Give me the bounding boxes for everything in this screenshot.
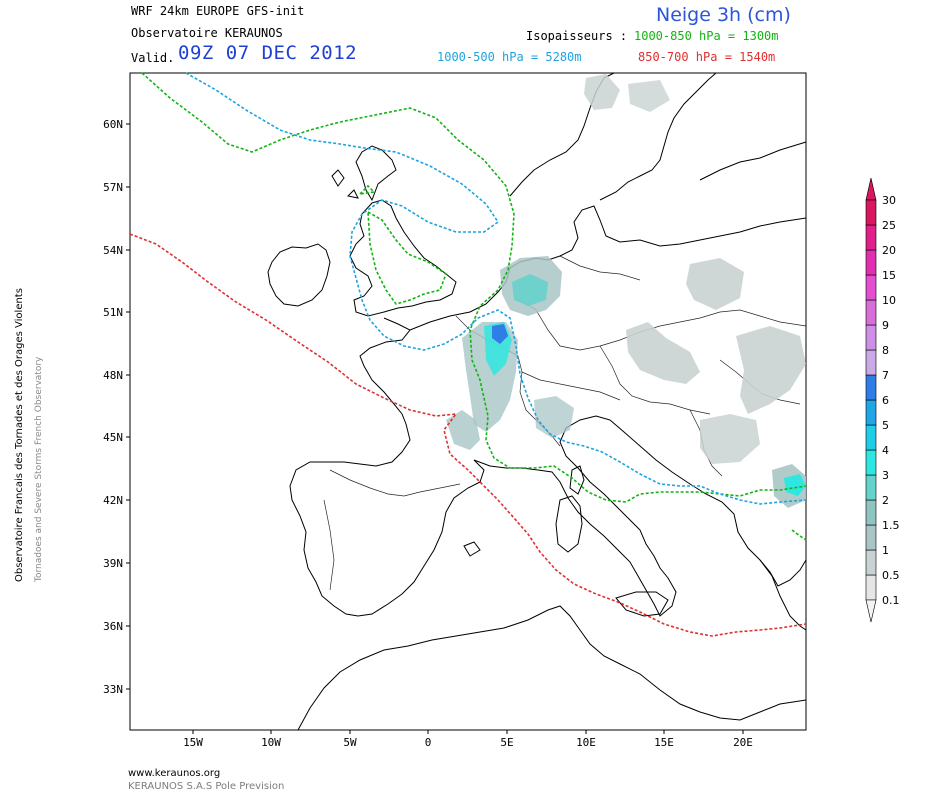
legend-level-label: 7	[882, 369, 889, 382]
isopaisseurs-label: Isopaisseurs :	[526, 29, 628, 43]
isoline-1000-850-label: 1000-850 hPa = 1300m	[634, 29, 779, 43]
legend-color-box	[865, 524, 877, 551]
isoline-1000-500-label: 1000-500 hPa = 5280m	[437, 50, 582, 64]
legend-color-box	[865, 349, 877, 376]
legend-level-label: 5	[882, 419, 889, 432]
legend-level-label: 4	[882, 444, 889, 457]
map-frame	[129, 72, 807, 731]
legend-level-label: 8	[882, 344, 889, 357]
isoline-850-700-label: 850-700 hPa = 1540m	[638, 50, 776, 64]
legend-color-box	[865, 399, 877, 426]
legend-color-box	[865, 274, 877, 301]
legend-color-box	[865, 249, 877, 276]
legend-color-box	[865, 199, 877, 226]
lat-label: 36N	[103, 620, 123, 633]
legend-color-box	[865, 324, 877, 351]
footer-company: KERAUNOS S.A.S Pole Prevision	[128, 781, 285, 792]
legend-level-label: 6	[882, 394, 889, 407]
legend-level-label: 3	[882, 469, 889, 482]
snow-shading-layer	[446, 74, 806, 508]
lat-label: 48N	[103, 369, 123, 382]
legend-color-box	[865, 224, 877, 251]
legend-arrow-top	[865, 177, 877, 201]
border-layer	[323, 255, 807, 591]
legend-level-label: 0.1	[882, 594, 900, 607]
valid-label: Valid.	[131, 51, 175, 65]
legend-color-box	[865, 424, 877, 451]
legend-level-label: 15	[882, 269, 896, 282]
lat-label: 54N	[103, 244, 123, 257]
legend-color-box	[865, 449, 877, 476]
lat-label: 51N	[103, 306, 123, 319]
lon-label: 15E	[654, 736, 674, 749]
lon-label: 15W	[183, 736, 203, 749]
legend-arrow-bottom	[865, 599, 877, 623]
lat-label: 33N	[103, 683, 123, 696]
color-legend: 0.1 0.5 1 1.5 2 3 4 5 6 7 8 9 10 15 20 25 30	[865, 177, 900, 623]
lat-label: 60N	[103, 118, 123, 131]
lon-label: 5W	[343, 736, 357, 749]
legend-level-label: 1.5	[882, 519, 900, 532]
legend-level-label: 25	[882, 219, 896, 232]
lon-label: 10W	[261, 736, 281, 749]
lon-label: 20E	[733, 736, 753, 749]
longitude-axis: 15W 10W 5W 0 5E 10E 15E 20E	[183, 730, 753, 749]
legend-level-label: 30	[882, 194, 896, 207]
observatory-name: Observatoire KERAUNOS	[131, 26, 283, 40]
model-title: WRF 24km EUROPE GFS-init	[131, 4, 305, 18]
latitude-axis: 60N 57N 54N 51N 48N 45N 42N 39N 36N 33N	[103, 118, 130, 696]
legend-color-box	[865, 299, 877, 326]
legend-level-label: 0.5	[882, 569, 900, 582]
lat-label: 45N	[103, 431, 123, 444]
valid-time: 09Z 07 DEC 2012	[178, 42, 358, 64]
coastline-layer	[267, 72, 807, 731]
legend-color-box	[865, 549, 877, 576]
lon-label: 5E	[500, 736, 513, 749]
legend-level-label: 2	[882, 494, 889, 507]
legend-level-label: 1	[882, 544, 889, 557]
product-title: Neige 3h (cm)	[656, 4, 791, 26]
lon-label: 10E	[576, 736, 596, 749]
legend-level-label: 9	[882, 319, 889, 332]
legend-level-label: 10	[882, 294, 896, 307]
legend-color-box	[865, 499, 877, 526]
lat-label: 42N	[103, 494, 123, 507]
footer-url: www.keraunos.org	[128, 768, 221, 779]
legend-color-box	[865, 574, 877, 601]
legend-color-box	[865, 374, 877, 401]
lat-label: 57N	[103, 181, 123, 194]
legend-color-box	[865, 474, 877, 501]
isoline-layer	[129, 72, 807, 637]
lon-label: 0	[425, 736, 432, 749]
lat-label: 39N	[103, 557, 123, 570]
legend-level-label: 20	[882, 244, 896, 257]
